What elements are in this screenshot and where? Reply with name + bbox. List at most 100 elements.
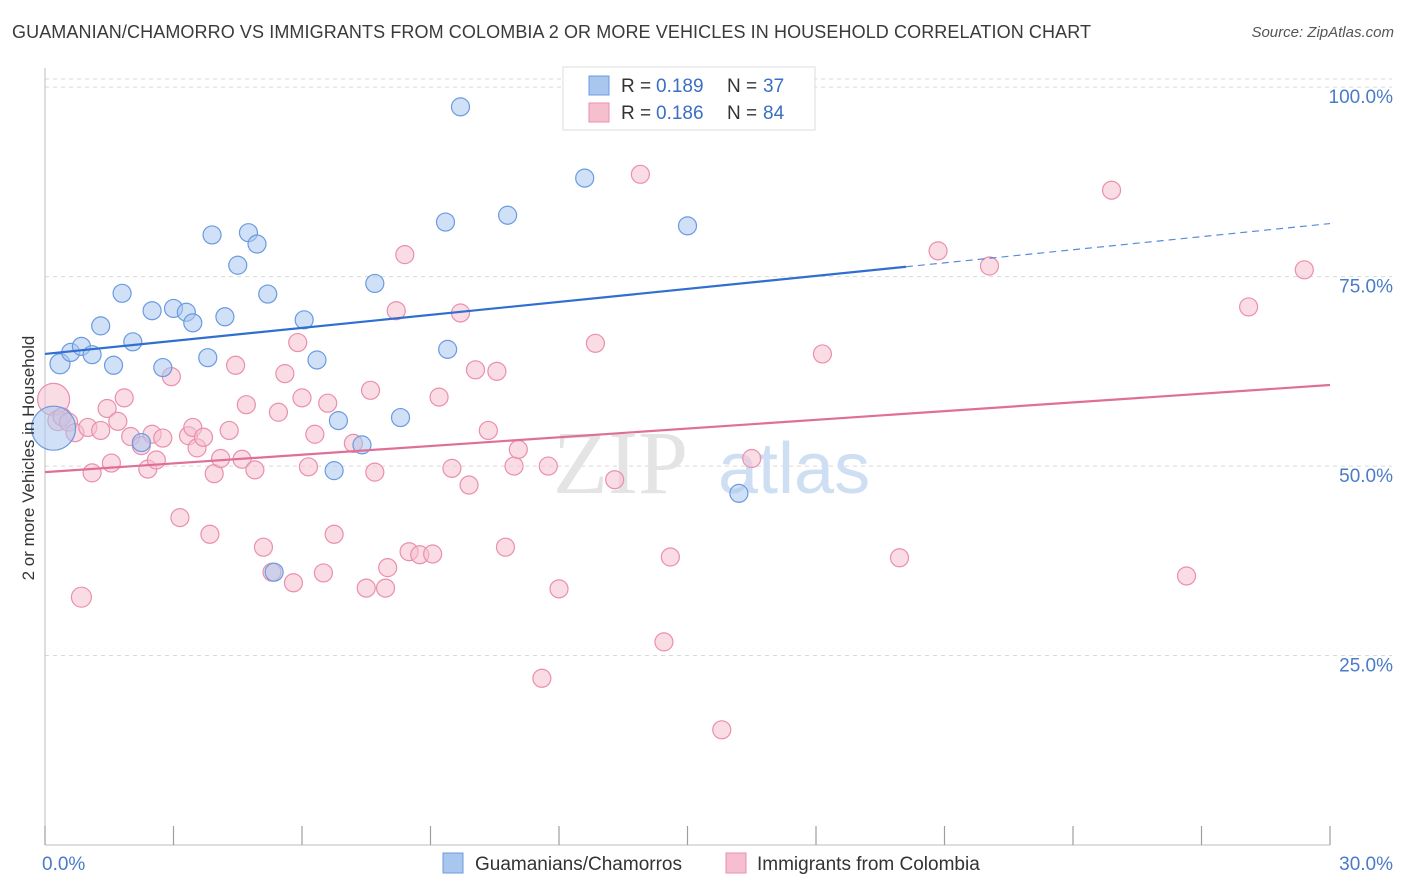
colombia-point-50	[386, 301, 406, 321]
guamanian-point-15	[198, 348, 218, 368]
y-tick-labels: 25.0% 50.0% 75.0% 100.0%	[1329, 87, 1394, 676]
chart-title: GUAMANIAN/CHAMORRO VS IMMIGRANTS FROM CO…	[12, 22, 1092, 42]
colombia-point-35	[268, 402, 289, 422]
colombia-point-5	[70, 586, 93, 608]
guamanian-point-10	[142, 301, 162, 321]
colombia-point-8	[91, 420, 111, 441]
guamanian-trend-extension	[905, 222, 1331, 268]
legend-pink-r-value: 0.186	[656, 103, 704, 124]
legend-pink-n-value: 84	[763, 103, 785, 124]
colombia-point-47	[360, 380, 381, 400]
guamanian-point-16	[202, 225, 222, 245]
colombia-point-32	[245, 460, 265, 480]
guamanian-point-18	[228, 255, 248, 275]
bottom-legend: Guamanians/Chamorros Immigrants from Col…	[442, 852, 980, 875]
x-tick-label-min: 0.0%	[42, 854, 85, 875]
bottom-legend-blue-label: Guamanians/Chamorros	[475, 854, 682, 875]
colombia-point-9	[97, 398, 117, 419]
colombia-point-11	[108, 411, 128, 431]
guamanian-point-9	[131, 432, 151, 453]
trend-lines	[44, 222, 1331, 474]
colombia-point-48	[365, 462, 385, 482]
colombia-point-69	[605, 470, 625, 490]
colombia-point-75	[812, 344, 833, 364]
guamanian-point-24	[307, 350, 327, 370]
guamanian-point-20	[247, 234, 267, 254]
guamanian-point-14	[183, 313, 203, 333]
colombia-point-38	[288, 332, 308, 353]
guamanian-point-5	[91, 316, 111, 336]
colombia-point-28	[219, 420, 239, 441]
colombia-point-73	[712, 720, 732, 740]
legend-blue-r-value: 0.189	[656, 76, 704, 97]
bottom-legend-blue-swatch	[442, 852, 464, 874]
colombia-point-63	[504, 456, 524, 476]
colombia-point-17	[146, 450, 166, 470]
colombia-point-68	[585, 333, 606, 353]
colombia-point-7	[82, 463, 102, 483]
guamanian-point-23	[294, 310, 314, 330]
guamanian-point-32	[450, 97, 471, 117]
colombia-point-12	[114, 388, 134, 408]
colombia-point-66	[538, 456, 558, 476]
legend-blue-n-value: 37	[763, 76, 784, 97]
guamanian-point-0	[30, 405, 77, 451]
colombia-point-76	[889, 548, 910, 568]
guamanian-point-31	[438, 339, 458, 359]
y-tick-label-50: 50.0%	[1339, 466, 1393, 487]
colombia-point-59	[465, 360, 486, 380]
colombia-point-36	[275, 364, 295, 384]
guamanian-point-8	[123, 332, 143, 352]
colombia-point-65	[532, 668, 552, 688]
colombia-point-31	[236, 395, 256, 415]
colombia-point-25	[200, 524, 220, 544]
colombia-point-58	[459, 475, 479, 495]
colombia-point-33	[253, 537, 274, 557]
colombia-point-72	[660, 547, 680, 567]
colombia-point-78	[979, 256, 1000, 276]
guamanian-point-30	[435, 212, 456, 232]
guamanian-point-22	[264, 562, 284, 582]
colombia-point-18	[153, 428, 173, 448]
colombia-point-56	[442, 458, 462, 478]
colombia-point-24	[193, 427, 214, 447]
bottom-legend-pink-label: Immigrants from Colombia	[757, 854, 980, 875]
y-axis-label: 2 or more Vehicles in Household	[19, 336, 38, 581]
guamanian-point-11	[153, 357, 173, 378]
colombia-point-39	[292, 388, 312, 408]
legend-pink-r-label: R =	[621, 103, 651, 124]
colombia-point-44	[324, 524, 344, 544]
guamanian-point-29	[390, 407, 411, 428]
source-credit: Source: ZipAtlas.com	[1251, 24, 1394, 41]
colombia-point-70	[630, 164, 650, 184]
y-tick-label-75: 75.0%	[1339, 277, 1393, 298]
colombia-point-27	[211, 448, 231, 469]
legend-pink-n-label: N =	[727, 103, 757, 124]
guamanian-point-21	[258, 284, 278, 304]
y-tick-label-25: 25.0%	[1339, 656, 1393, 677]
guamanian-point-7	[112, 283, 132, 303]
colombia-point-77	[928, 241, 948, 261]
legend-pink-swatch	[588, 102, 610, 123]
colombia-point-61	[487, 361, 507, 381]
guamanian-point-25	[324, 461, 344, 481]
guamanian-point-34	[575, 168, 595, 188]
colombia-point-71	[654, 632, 674, 652]
colombia-point-40	[298, 457, 319, 477]
legend-blue-swatch	[588, 75, 610, 96]
axes-layer	[44, 68, 1331, 846]
colombia-point-81	[1239, 297, 1259, 317]
guamanian-point-26	[328, 411, 349, 431]
colombia-point-42	[313, 563, 334, 583]
colombia-point-49	[378, 558, 398, 578]
colombia-point-62	[495, 537, 516, 557]
colombia-point-29	[226, 355, 246, 375]
colombia-point-74	[742, 448, 762, 469]
colombia-point-64	[508, 439, 528, 460]
guamanian-point-28	[365, 273, 385, 294]
colombia-point-67	[549, 579, 569, 599]
guamanian-point-6	[103, 355, 124, 375]
colombia-point-46	[356, 578, 376, 598]
guamanian-point-33	[498, 205, 518, 225]
